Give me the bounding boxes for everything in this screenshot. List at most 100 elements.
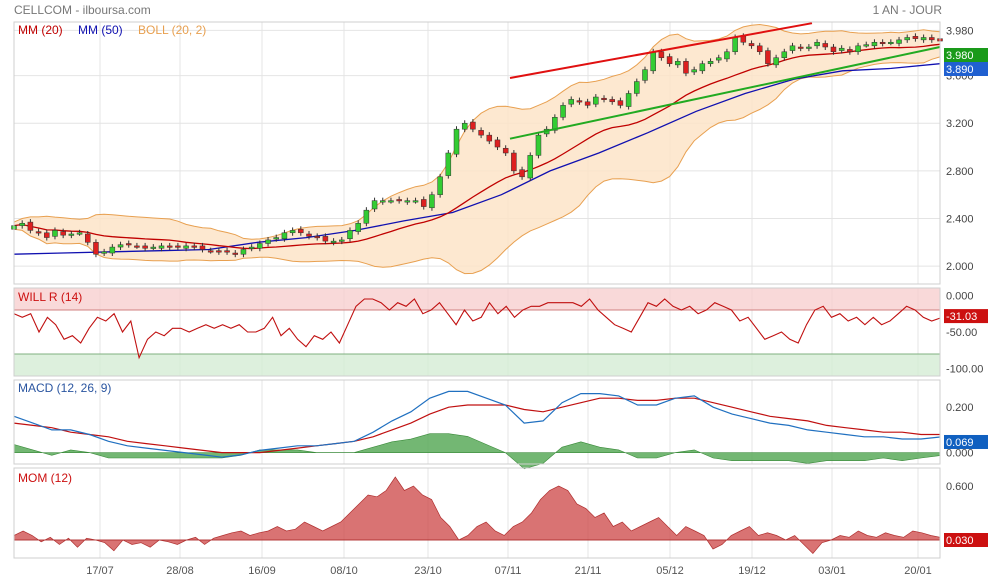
indicator-title: MACD (12, 26, 9)	[18, 381, 111, 395]
candle-body	[420, 199, 427, 207]
candle-body	[912, 36, 919, 39]
candle-body	[535, 134, 542, 156]
candle-body	[871, 41, 878, 47]
candle-body	[568, 99, 574, 105]
candle-body	[527, 155, 534, 179]
candle-body	[281, 232, 288, 239]
candle-body	[396, 199, 402, 202]
chart-source-title: CELLCOM - ilboursa.com	[14, 3, 151, 17]
candle-body	[388, 200, 394, 203]
y-tick-label: 0.200	[946, 402, 974, 414]
candle-body	[847, 49, 853, 53]
candle-body	[617, 100, 624, 106]
x-tick-label: 23/10	[414, 565, 442, 577]
candle-body	[502, 147, 509, 154]
y-tick-label: 0.000	[946, 448, 974, 460]
last-price-badge	[944, 62, 988, 76]
candle-body	[470, 121, 476, 130]
candle-body	[19, 223, 25, 226]
candle-body	[314, 236, 320, 239]
legend-item: MM (50)	[78, 23, 123, 37]
candle-body	[347, 230, 353, 239]
candle-body	[175, 245, 181, 248]
chart-period-label: 1 AN - JOUR	[872, 3, 942, 17]
candle-body	[322, 236, 329, 242]
x-tick-label: 08/10	[330, 565, 358, 577]
x-tick-label: 03/01	[818, 565, 846, 577]
oversold-zone	[14, 354, 940, 376]
candle-body	[248, 246, 255, 249]
candle-body	[289, 230, 296, 234]
momentum-area	[13, 476, 941, 555]
price-panel-frame	[13, 21, 941, 285]
candle-body	[93, 242, 99, 255]
candle-body	[519, 169, 525, 178]
candle-body	[756, 45, 763, 53]
candle-body	[634, 81, 640, 94]
candle-body	[117, 244, 124, 248]
candle-body	[257, 243, 263, 249]
candle-body	[797, 46, 804, 49]
last-value-label: -31.03	[946, 311, 977, 323]
candle-body	[609, 99, 615, 103]
candle-body	[306, 233, 312, 237]
candle-body	[650, 51, 656, 72]
last-value-badge	[944, 533, 988, 547]
ma20-line	[13, 43, 941, 250]
candle-body	[330, 240, 337, 243]
candle-body	[371, 200, 378, 210]
candle-body	[240, 249, 247, 255]
candle-body	[478, 130, 484, 136]
bollinger-upper-line	[13, 23, 941, 240]
candle-body	[765, 50, 771, 64]
candle-body	[683, 61, 689, 74]
candle-body	[740, 36, 747, 43]
candle-body	[125, 243, 132, 246]
macd-panel-frame	[13, 379, 941, 465]
candle-body	[552, 117, 558, 131]
candle-body	[748, 43, 755, 47]
candle-body	[60, 231, 66, 236]
candle-body	[494, 139, 501, 148]
x-tick-label: 20/01	[904, 565, 932, 577]
candle-body	[625, 93, 632, 107]
candle-body	[101, 251, 107, 254]
candle-body	[863, 44, 869, 47]
candle-body	[560, 105, 566, 118]
x-tick-label: 28/08	[166, 565, 194, 577]
candle-body	[166, 245, 173, 248]
candle-body	[35, 231, 42, 234]
bollinger-lower-line	[13, 56, 941, 275]
candle-body	[814, 41, 820, 47]
candle-body	[437, 176, 443, 195]
legend-item: MM (20)	[18, 23, 63, 37]
candle-body	[273, 237, 279, 240]
candle-body	[642, 69, 648, 81]
ma50-line	[13, 63, 941, 255]
candle-body	[85, 233, 91, 243]
candle-body	[224, 250, 230, 253]
candle-body	[822, 43, 829, 48]
candle-body	[658, 51, 665, 58]
candle-body	[904, 37, 910, 41]
candle-body	[191, 245, 198, 248]
candle-body	[511, 152, 517, 172]
candle-body	[838, 47, 845, 51]
candle-body	[44, 232, 50, 238]
last-value-label: 0.069	[946, 437, 974, 449]
x-tick-label: 21/11	[575, 565, 602, 577]
candle-body	[699, 63, 706, 72]
x-tick-label: 17/07	[86, 565, 114, 577]
indicator-title: WILL R (14)	[18, 290, 82, 304]
momentum-panel-frame	[13, 467, 941, 559]
candle-body	[707, 61, 714, 64]
candle-body	[715, 57, 722, 61]
candle-body	[732, 37, 738, 53]
candle-body	[183, 245, 189, 249]
candle-body	[150, 246, 157, 249]
x-tick-label: 16/09	[248, 565, 276, 577]
x-tick-label: 19/12	[738, 565, 766, 577]
last-value-label: 0.030	[946, 535, 974, 547]
x-tick-label: 07/11	[495, 565, 522, 577]
candle-body	[453, 128, 460, 155]
